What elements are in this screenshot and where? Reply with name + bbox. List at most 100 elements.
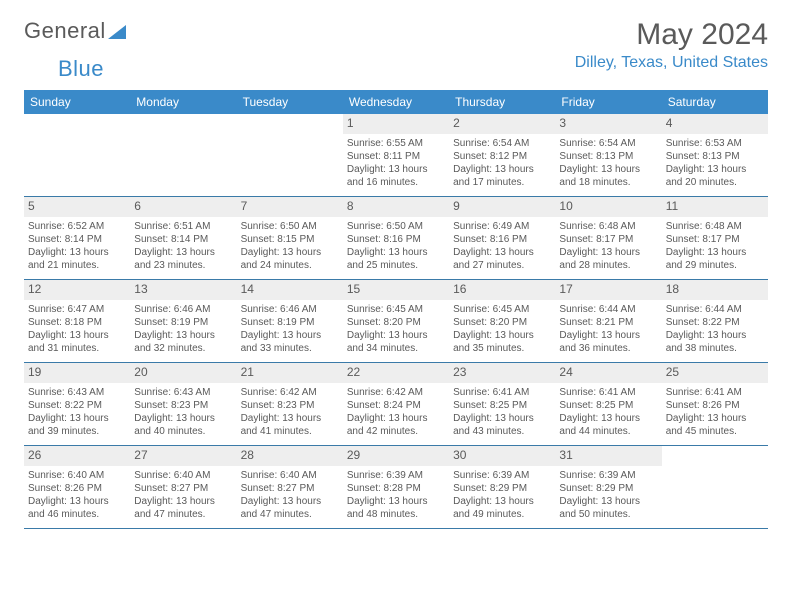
calendar-cell: 5Sunrise: 6:52 AMSunset: 8:14 PMDaylight… xyxy=(24,197,130,279)
day-number: 16 xyxy=(449,280,555,300)
cell-detail: Daylight: 13 hours xyxy=(134,329,232,342)
cell-detail: Daylight: 13 hours xyxy=(453,246,551,259)
day-number: 20 xyxy=(130,363,236,383)
cell-detail: Sunrise: 6:42 AM xyxy=(347,386,445,399)
cell-detail: Sunrise: 6:41 AM xyxy=(559,386,657,399)
cell-detail: Sunset: 8:22 PM xyxy=(28,399,126,412)
cell-detail: and 36 minutes. xyxy=(559,342,657,355)
calendar-cell: 18Sunrise: 6:44 AMSunset: 8:22 PMDayligh… xyxy=(662,280,768,362)
cell-detail: Daylight: 13 hours xyxy=(241,246,339,259)
calendar-cell: 23 Sunrise: 6:41 AMSunset: 8:25 PMDayligh… xyxy=(449,363,555,445)
calendar-cell: 13Sunrise: 6:46 AMSunset: 8:19 PMDayligh… xyxy=(130,280,236,362)
cell-detail: Sunrise: 6:44 AM xyxy=(666,303,764,316)
cell-detail: and 35 minutes. xyxy=(453,342,551,355)
calendar-cell: 26Sunrise: 6:40 AMSunset: 8:26 PMDayligh… xyxy=(24,446,130,528)
day-number: 12 xyxy=(24,280,130,300)
cell-detail: Daylight: 13 hours xyxy=(666,163,764,176)
cell-detail: Sunset: 8:23 PM xyxy=(134,399,232,412)
calendar-cell: 4 Sunrise: 6:53 AMSunset: 8:13 PMDaylight… xyxy=(662,114,768,196)
day-number: 21 xyxy=(237,363,343,383)
day-number: 6 xyxy=(130,197,236,217)
cell-detail: Sunset: 8:27 PM xyxy=(241,482,339,495)
calendar-cell: 29 Sunrise: 6:39 AMSunset: 8:28 PMDayligh… xyxy=(343,446,449,528)
cell-detail: Sunset: 8:13 PM xyxy=(559,150,657,163)
location-text: Dilley, Texas, United States xyxy=(575,54,768,72)
cell-detail: Daylight: 13 hours xyxy=(347,163,445,176)
cell-detail: and 25 minutes. xyxy=(347,259,445,272)
cell-detail: Sunrise: 6:50 AM xyxy=(347,220,445,233)
cell-detail: Daylight: 13 hours xyxy=(453,329,551,342)
day-header: Thursday xyxy=(449,90,555,114)
calendar-cell: 27Sunrise: 6:40 AMSunset: 8:27 PMDayligh… xyxy=(130,446,236,528)
calendar-cell: 22Sunrise: 6:42 AMSunset: 8:24 PMDayligh… xyxy=(343,363,449,445)
calendar-cell: 9Sunrise: 6:49 AMSunset: 8:16 PMDaylight… xyxy=(449,197,555,279)
cell-detail: and 43 minutes. xyxy=(453,425,551,438)
cell-detail: and 27 minutes. xyxy=(453,259,551,272)
cell-detail: and 16 minutes. xyxy=(347,176,445,189)
week-row: 1Sunrise: 6:55 AMSunset: 8:11 PMDaylight… xyxy=(24,114,768,197)
cell-detail: Sunset: 8:19 PM xyxy=(241,316,339,329)
cell-detail: Sunset: 8:29 PM xyxy=(453,482,551,495)
cell-detail: and 31 minutes. xyxy=(28,342,126,355)
cell-detail: Sunset: 8:25 PM xyxy=(453,399,551,412)
calendar-cell: 24Sunrise: 6:41 AMSunset: 8:25 PMDayligh… xyxy=(555,363,661,445)
cell-detail: Daylight: 13 hours xyxy=(453,495,551,508)
cell-detail: Daylight: 13 hours xyxy=(453,163,551,176)
day-number: 13 xyxy=(130,280,236,300)
day-number: 29 xyxy=(343,446,449,466)
cell-detail: Daylight: 13 hours xyxy=(559,412,657,425)
cell-detail: Sunrise: 6:52 AM xyxy=(28,220,126,233)
calendar-cell: 7Sunrise: 6:50 AMSunset: 8:15 PMDaylight… xyxy=(237,197,343,279)
day-number: 7 xyxy=(237,197,343,217)
cell-detail: Sunset: 8:21 PM xyxy=(559,316,657,329)
cell-detail: Daylight: 13 hours xyxy=(134,495,232,508)
logo-triangle-icon xyxy=(108,25,126,39)
cell-detail: Sunset: 8:15 PM xyxy=(241,233,339,246)
cell-detail: Daylight: 13 hours xyxy=(666,412,764,425)
weeks-container: 1Sunrise: 6:55 AMSunset: 8:11 PMDaylight… xyxy=(24,114,768,529)
day-number: 28 xyxy=(237,446,343,466)
cell-detail: Sunrise: 6:53 AM xyxy=(666,137,764,150)
cell-detail: Sunrise: 6:48 AM xyxy=(666,220,764,233)
cell-detail: Sunset: 8:28 PM xyxy=(347,482,445,495)
day-header: Friday xyxy=(555,90,661,114)
week-row: 5Sunrise: 6:52 AMSunset: 8:14 PMDaylight… xyxy=(24,197,768,280)
day-number: 24 xyxy=(555,363,661,383)
cell-detail: Sunset: 8:17 PM xyxy=(666,233,764,246)
cell-detail: Daylight: 13 hours xyxy=(666,246,764,259)
calendar-cell: 30Sunrise: 6:39 AMSunset: 8:29 PMDayligh… xyxy=(449,446,555,528)
calendar-cell xyxy=(130,114,236,196)
cell-detail: Sunset: 8:17 PM xyxy=(559,233,657,246)
week-row: 12Sunrise: 6:47 AMSunset: 8:18 PMDayligh… xyxy=(24,280,768,363)
day-number: 17 xyxy=(555,280,661,300)
calendar-cell: 1Sunrise: 6:55 AMSunset: 8:11 PMDaylight… xyxy=(343,114,449,196)
cell-detail: Daylight: 13 hours xyxy=(559,163,657,176)
cell-detail: Sunset: 8:23 PM xyxy=(241,399,339,412)
calendar-cell: 11Sunrise: 6:48 AMSunset: 8:17 PMDayligh… xyxy=(662,197,768,279)
cell-detail: Sunrise: 6:41 AM xyxy=(453,386,551,399)
cell-detail: Sunrise: 6:48 AM xyxy=(559,220,657,233)
cell-detail: Sunset: 8:26 PM xyxy=(666,399,764,412)
calendar-cell: 12Sunrise: 6:47 AMSunset: 8:18 PMDayligh… xyxy=(24,280,130,362)
cell-detail: and 47 minutes. xyxy=(134,508,232,521)
cell-detail: Sunrise: 6:39 AM xyxy=(347,469,445,482)
cell-detail: and 38 minutes. xyxy=(666,342,764,355)
cell-detail: Sunrise: 6:45 AM xyxy=(453,303,551,316)
day-number: 23 xyxy=(449,363,555,383)
cell-detail: Daylight: 13 hours xyxy=(28,412,126,425)
cell-detail: Sunset: 8:13 PM xyxy=(666,150,764,163)
cell-detail: Sunset: 8:12 PM xyxy=(453,150,551,163)
cell-detail: Daylight: 13 hours xyxy=(347,495,445,508)
cell-detail: Sunrise: 6:44 AM xyxy=(559,303,657,316)
cell-detail: Sunrise: 6:55 AM xyxy=(347,137,445,150)
cell-detail: and 41 minutes. xyxy=(241,425,339,438)
cell-detail: Daylight: 13 hours xyxy=(453,412,551,425)
cell-detail: Sunrise: 6:49 AM xyxy=(453,220,551,233)
cell-detail: Sunset: 8:27 PM xyxy=(134,482,232,495)
brand-part1: General xyxy=(24,18,106,44)
cell-detail: Sunrise: 6:43 AM xyxy=(28,386,126,399)
week-row: 19Sunrise: 6:43 AMSunset: 8:22 PMDayligh… xyxy=(24,363,768,446)
day-number: 4 xyxy=(662,114,768,134)
cell-detail: and 42 minutes. xyxy=(347,425,445,438)
cell-detail: Sunset: 8:20 PM xyxy=(453,316,551,329)
